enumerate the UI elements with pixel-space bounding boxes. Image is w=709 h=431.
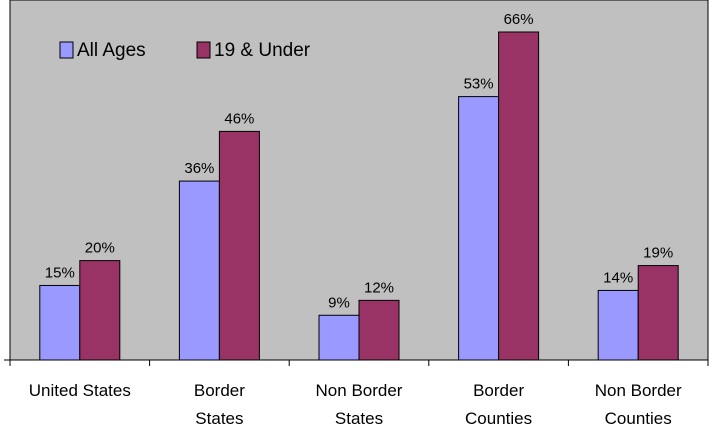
x-axis	[4, 359, 709, 366]
bar-border-states-19-under	[218, 130, 260, 361]
bar-non-border-counties-all-ages	[597, 289, 639, 361]
bar-united-states-19-under	[79, 260, 121, 361]
data-label-united-states-all-ages: 15%	[45, 264, 75, 281]
legend-label-all-ages: All Ages	[77, 40, 146, 61]
legend: All Ages 19 & Under	[59, 40, 311, 61]
data-label-non-border-counties-all-ages: 14%	[603, 269, 633, 286]
bar-border-counties-19-under	[498, 31, 540, 361]
data-label-border-counties-all-ages: 53%	[464, 76, 494, 93]
category-label-non-border-counties: Non Border Counties	[595, 381, 682, 428]
bars-group	[39, 31, 679, 361]
data-label-non-border-states-19-under: 12%	[364, 279, 394, 296]
bar-non-border-counties-19-under	[637, 265, 679, 361]
data-label-border-states-19-under: 46%	[224, 110, 254, 127]
category-label-non-border-states: Non Border States	[316, 381, 403, 428]
category-label-united-states: United States	[29, 381, 131, 400]
bar-border-states-all-ages	[178, 180, 220, 361]
data-label-non-border-states-all-ages: 9%	[328, 294, 350, 311]
legend-swatch-all-ages	[59, 41, 74, 59]
data-labels-group: 15% 20% 36% 46% 9% 12% 53% 66% 14% 19%	[45, 11, 673, 311]
bar-non-border-states-19-under	[358, 299, 400, 361]
data-label-united-states-19-under: 20%	[85, 240, 115, 257]
category-labels-group: United States Border States Non Border State…	[29, 381, 682, 428]
bar-non-border-states-all-ages	[318, 314, 360, 361]
category-label-border-counties: Border Counties	[465, 381, 532, 428]
bar-united-states-all-ages	[39, 284, 81, 361]
data-label-border-counties-19-under: 66%	[504, 11, 534, 28]
legend-swatch-19-and-under	[196, 41, 211, 59]
legend-label-19-and-under: 19 & Under	[214, 40, 311, 61]
category-label-border-states: Border States	[194, 381, 245, 428]
data-label-non-border-counties-19-under: 19%	[643, 245, 673, 262]
data-label-border-states-all-ages: 36%	[184, 160, 214, 177]
bar-border-counties-all-ages	[458, 96, 500, 361]
